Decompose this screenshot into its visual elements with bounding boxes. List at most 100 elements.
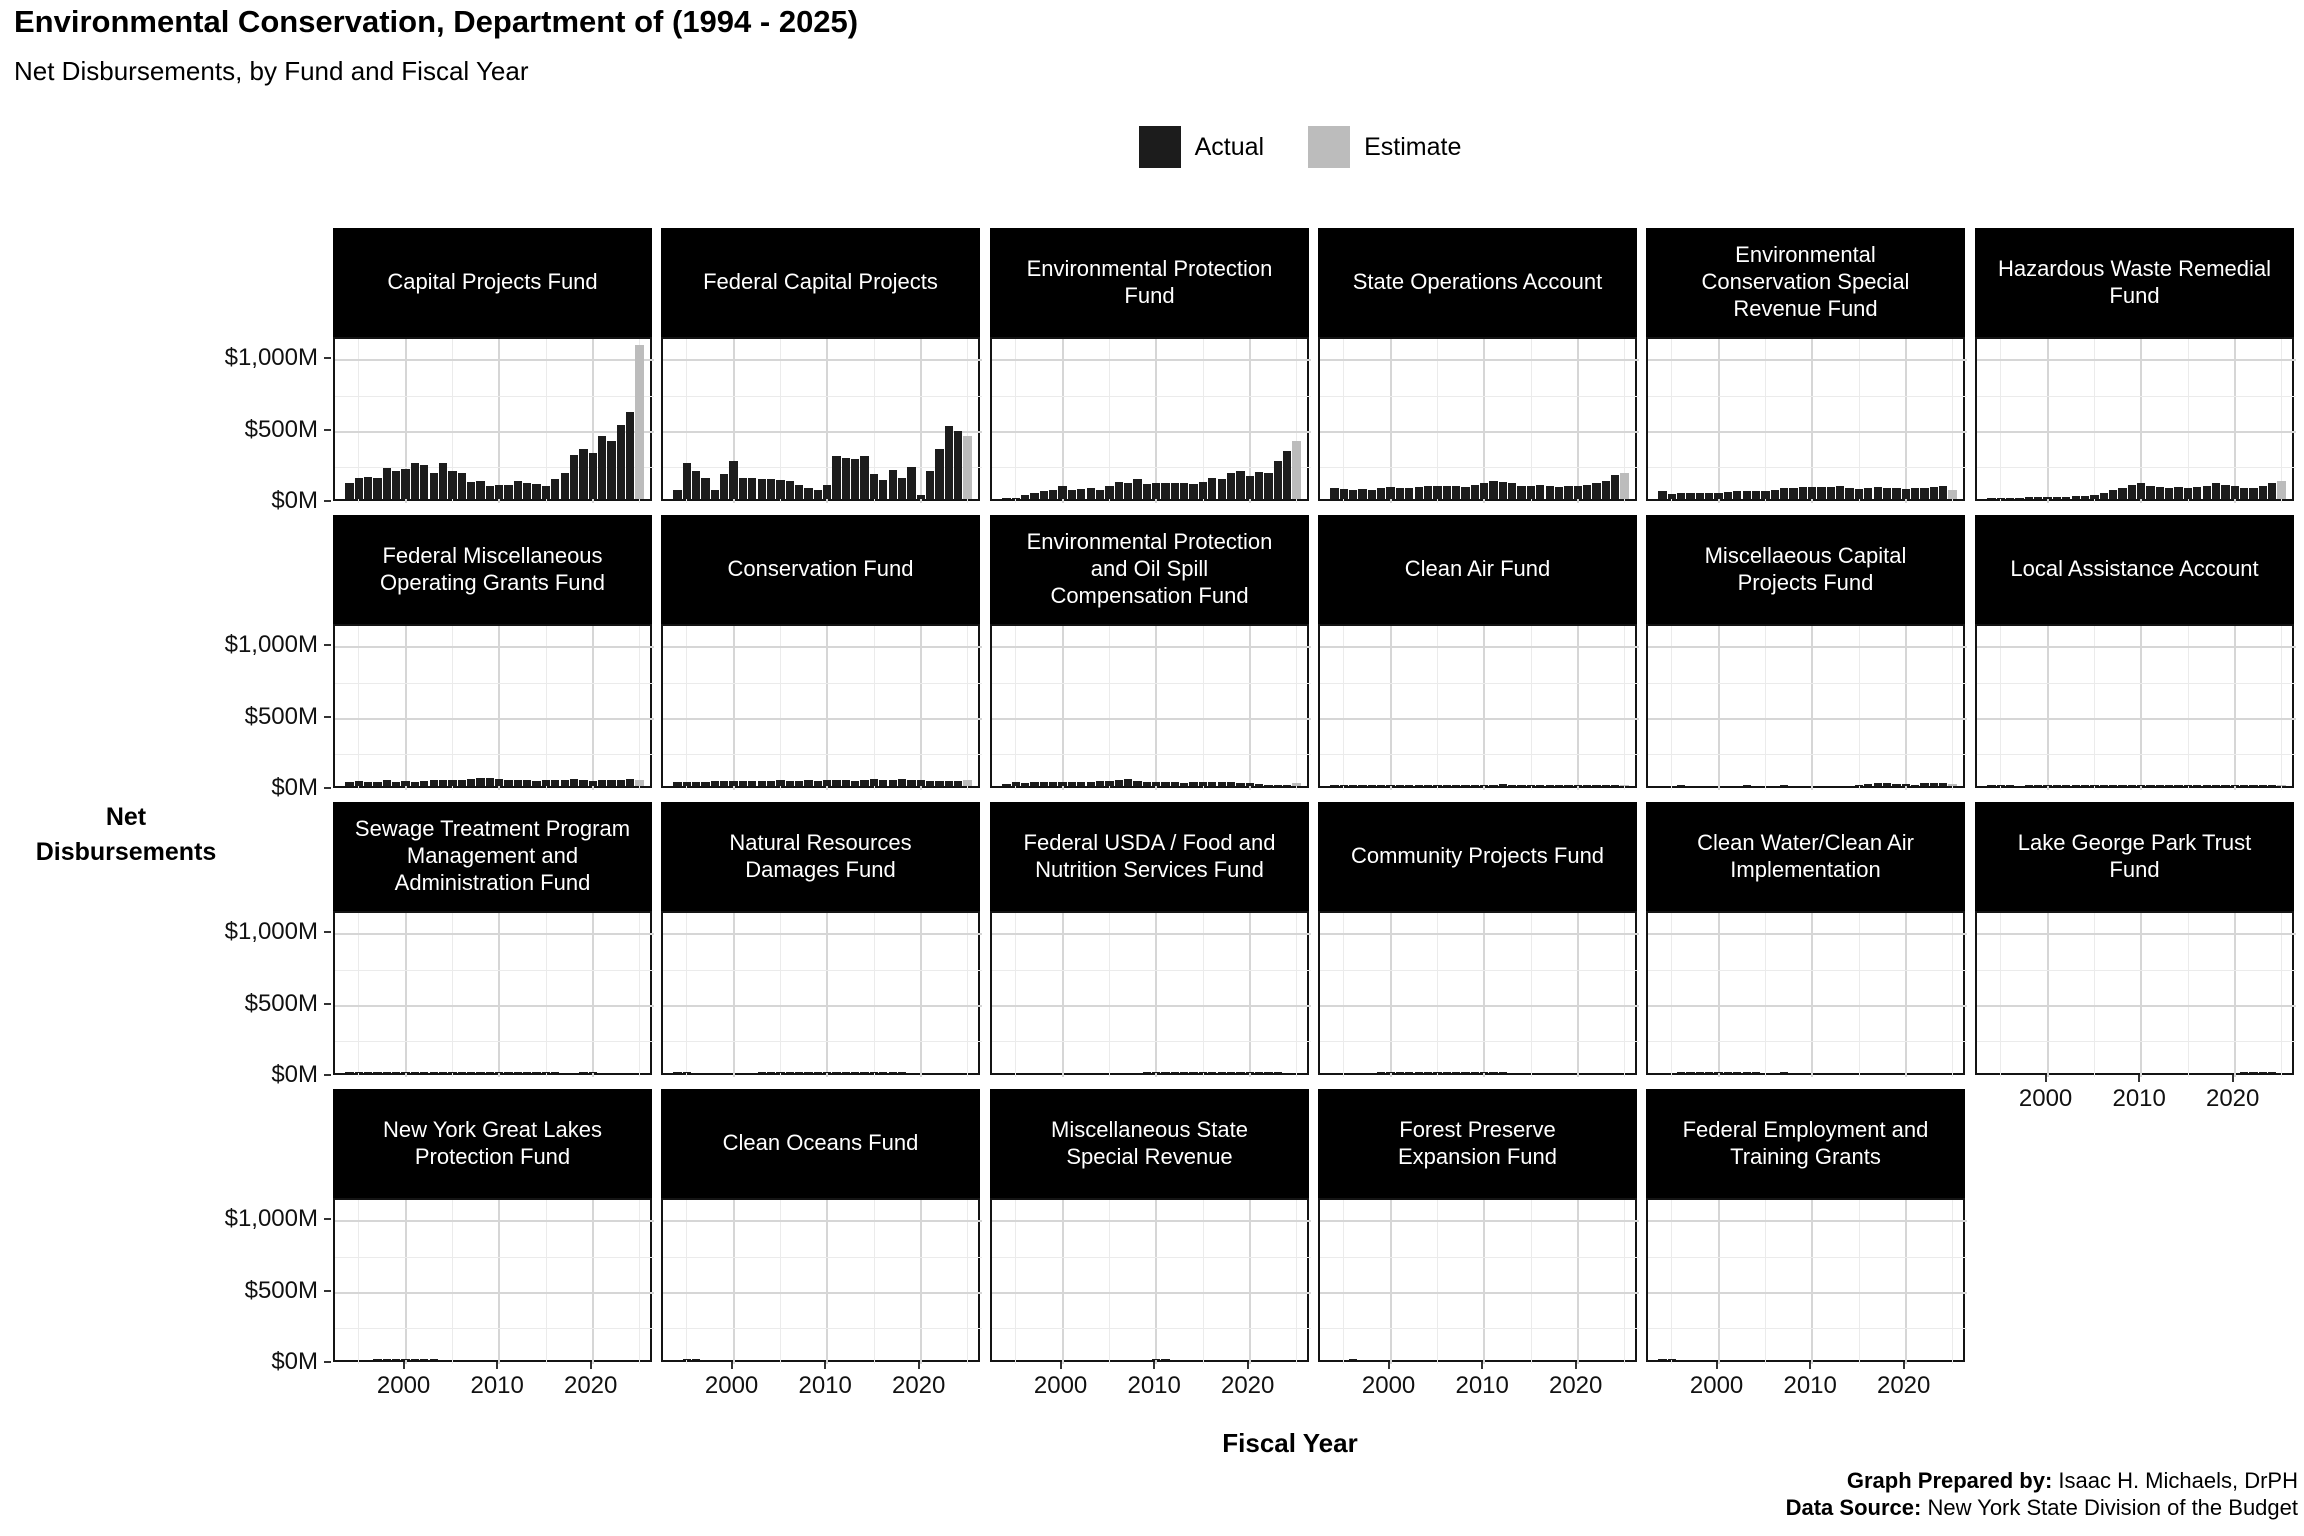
bar-actual [1461,784,1470,786]
bar-actual [429,780,438,786]
bar-actual [1996,784,2005,786]
gridline-v-major [591,1200,594,1364]
bar-actual [1086,487,1095,499]
bar-actual [860,456,869,499]
caption-source-label: Data Source: [1785,1494,1922,1520]
bar-actual [832,780,841,786]
gridline-h-minor [335,753,654,755]
facet-title-line: Protection Fund [414,1143,571,1169]
gridline-v-major [1155,626,1158,790]
bar-actual [1189,1071,1198,1073]
bar-actual [588,781,597,786]
bar-actual [345,781,354,786]
gridline-v-major [1061,339,1064,503]
gridline-h-minor [335,1256,654,1258]
bar-actual [757,781,766,786]
gridline-h-minor [335,1327,654,1329]
bar-actual [1395,1071,1405,1073]
facet-header: Natural Resources Damages Fund [661,802,980,911]
bar-actual [823,1071,832,1073]
gridline-h-minor [663,466,982,468]
gridline-v-minor [2093,626,2095,790]
bar-actual [2258,486,2267,499]
gridline-v-minor [1343,339,1345,503]
bar-actual [2249,1071,2258,1073]
bar-actual [1189,782,1198,786]
bar-actual [869,474,879,499]
bar-actual [1779,488,1789,499]
gridline-v-major [2046,339,2049,503]
gridline-v-major [1717,626,1720,790]
bar-actual [1498,784,1508,786]
bar-actual [1582,784,1592,786]
facet-header: Environmental Protection and Oil Spill Com… [990,515,1309,624]
bar-actual [1021,782,1030,786]
bar-actual [382,780,392,786]
gridline-v-major [1717,913,1720,1077]
bar-actual [1170,782,1180,786]
bar-actual [1236,782,1245,786]
bar-actual [2006,497,2015,499]
bar-actual [1330,488,1339,499]
page-subtitle: Net Disbursements, by Fund and Fiscal Ye… [14,56,529,86]
gridline-v-major [919,913,922,1077]
gridline-v-major [1576,339,1579,503]
bar-actual [1526,485,1536,499]
bar-actual [373,781,382,786]
gridline-v-major [826,626,829,790]
gridline-v-minor [451,913,453,1077]
gridline-v-minor [545,626,547,790]
y-tick-label: $0M [271,487,318,514]
x-tick-mark [1902,1362,1905,1369]
bar-actual [2118,487,2127,499]
gridline-h-minor [1977,753,2296,755]
bar-actual [1582,484,1592,499]
bar-actual [804,780,813,786]
bar-actual [729,461,738,499]
bar-actual [2239,487,2249,499]
bar-actual [1836,486,1845,499]
bar-actual [748,478,757,499]
bar-actual [1114,481,1123,499]
bar-actual [2258,1071,2267,1073]
caption: Graph Prepared by: Isaac H. Michaels, Dr… [1786,1468,2298,1522]
bar-actual [851,1071,860,1073]
gridline-v-major [1811,913,1814,1077]
gridline-v-minor [358,913,360,1077]
gridline-h-minor [992,682,1311,684]
gridline-h-major [1977,430,2296,433]
bar-actual [541,779,551,786]
gridline-v-minor [967,1200,968,1364]
bar-actual [1423,784,1433,786]
gridline-v-minor [1764,339,1766,503]
bar-actual [1761,491,1770,499]
bar-actual [1414,784,1423,786]
bar-actual [2202,784,2211,786]
facet-header: Federal Miscellaneous Operating Grants Fu… [333,515,652,624]
facet-plot [1646,911,1967,1077]
bar-actual [1161,1358,1170,1360]
bar-actual [2090,784,2099,786]
gridline-v-major [2233,626,2236,790]
x-tick-label: 2010 [1455,1372,1509,1399]
bar-actual [373,1358,382,1360]
gridline-v-major [1576,1200,1579,1364]
bar-actual [2221,784,2230,786]
bar-actual [1414,486,1423,499]
bar-actual [1854,489,1864,499]
y-tick-label: $500M [244,1276,318,1304]
bar-actual [2118,784,2127,786]
gridline-v-major [2140,626,2143,790]
bar-actual [1667,1358,1676,1360]
bar-actual [2183,487,2193,499]
facet-panel: New York Great Lakes Protection Fund [333,1089,654,1364]
facet-plot [333,911,654,1077]
bar-actual [1273,784,1282,786]
facet-title-line: Fund [2109,282,2160,308]
gridline-v-minor [2281,339,2282,503]
gridline-h-major [992,1291,1311,1294]
x-tick-mark [2231,1075,2234,1082]
bar-actual [1938,486,1948,499]
bar-actual [1180,483,1189,499]
gridline-h-minor [663,969,982,971]
